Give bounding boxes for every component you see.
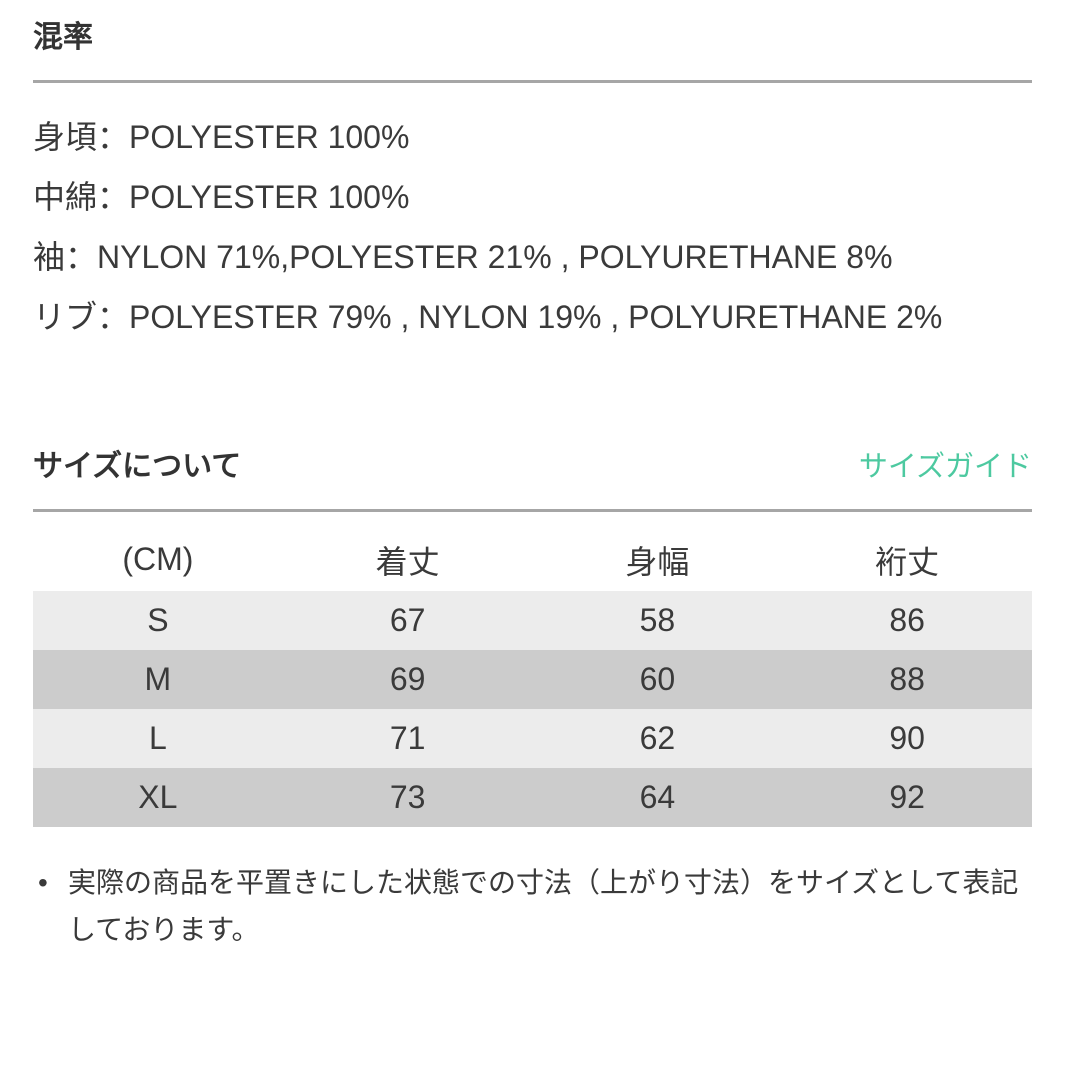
table-row: XL 73 64 92 [33,768,1032,827]
size-cell: S [147,602,169,638]
value-cell: 92 [889,779,925,815]
size-section-header: サイズについて サイズガイド [33,445,1032,512]
composition-line-padding: 中綿：POLYESTER 100% [33,179,410,215]
size-table-header-width: 身幅 [625,543,690,580]
table-row: L 71 62 90 [33,709,1032,768]
table-row: M 69 60 88 [33,650,1032,709]
size-guide-link[interactable]: サイズガイド [858,451,1032,483]
composition-title: 混率 [33,21,93,54]
value-cell: 73 [389,779,426,815]
value-cell: 71 [389,720,426,756]
size-table-header-unit: (CM) [122,541,194,577]
table-row: S 67 58 86 [33,591,1032,650]
value-cell: 69 [389,661,426,697]
measurement-note: • 実際の商品を平置きにした状態での寸法（上がり寸法）をサイズとして表記しており… [33,859,1032,953]
composition-lines: 身頃：POLYESTER 100% 中綿：POLYESTER 100% 袖：NY… [33,107,1032,347]
value-cell: 90 [889,720,925,756]
value-cell: 64 [639,779,676,815]
value-cell: 62 [639,720,676,756]
size-cell: L [148,720,167,756]
size-table: (CM) 着丈 身幅 裄丈 S 67 58 86 M 69 60 88 L 71 [33,528,1032,827]
size-table-header-sleeve: 裄丈 [875,543,940,580]
size-table-header-length: 着丈 [375,543,440,580]
value-cell: 60 [639,661,676,697]
value-cell: 86 [889,602,925,638]
value-cell: 88 [889,661,925,697]
measurement-note-text: 実際の商品を平置きにした状態での寸法（上がり寸法）をサイズとして表記しております… [68,867,1019,945]
composition-line-rib: リブ：POLYESTER 79% , NYLON 19% , POLYURETH… [33,299,943,335]
composition-section-header: 混率 [33,0,1032,83]
size-section-title: サイズについて [33,450,242,483]
composition-line-body: 身頃：POLYESTER 100% [33,119,410,155]
size-cell: M [144,661,172,697]
value-cell: 67 [389,602,426,638]
bullet-icon: • [38,867,48,898]
size-table-header-row: (CM) 着丈 身幅 裄丈 [33,528,1032,591]
composition-line-sleeve: 袖：NYLON 71%,POLYESTER 21% , POLYURETHANE… [33,239,893,275]
value-cell: 58 [639,602,676,638]
size-cell: XL [138,779,178,815]
